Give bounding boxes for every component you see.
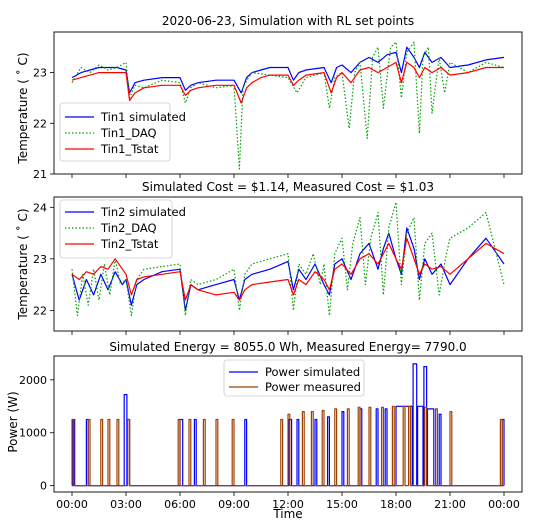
- panel-3-title: Simulated Energy = 8055.0 Wh, Measured E…: [109, 340, 466, 354]
- legend-label-power-simulated: Power simulated: [265, 365, 360, 379]
- series-line-tin2-daq: [71, 201, 505, 317]
- panel-2-legend: Tin2 simulated Tin2_DAQ Tin2_Tstat: [59, 199, 186, 259]
- series-line-power-measured: [71, 405, 504, 487]
- legend-label-tin2-daq: Tin2_DAQ: [100, 221, 157, 235]
- x-tick-label: 00:00: [56, 498, 88, 511]
- series-line-tin2-tstat: [71, 237, 505, 301]
- legend-label-tin2-tstat: Tin2_Tstat: [100, 237, 159, 251]
- panel-1-frame: [53, 31, 523, 175]
- panel-1-plot-area: 21 22 23: [33, 41, 505, 181]
- x-axis-label: Time: [272, 507, 302, 521]
- y-tick-label: 0: [40, 480, 47, 493]
- panel-3-plot-area: 0 1000 2000 00:00 03:00 06:00 09:00 12:00 15:00 1…: [19, 363, 520, 511]
- y-tick-label: 21: [33, 168, 47, 181]
- legend-label-power-measured: Power measured: [265, 380, 361, 394]
- panel-2-ylabel: Temperature ( ˚ C): [15, 208, 30, 320]
- panel-2-title: Simulated Cost = $1.14, Measured Cost = …: [142, 180, 434, 194]
- y-tick-label: 23: [33, 67, 47, 80]
- panel-3-ylabel: Power (W): [6, 391, 20, 452]
- panel-3-legend: Power simulated Power measured: [223, 359, 365, 397]
- panel-2: Simulated Cost = $1.14, Measured Cost = …: [15, 180, 523, 335]
- legend-label-tin1-simulated: Tin1 simulated: [100, 110, 186, 124]
- series-line-tin1-simulated: [71, 46, 505, 94]
- x-tick-label: 09:00: [218, 498, 250, 511]
- x-tick-label: 12:00: [272, 498, 304, 511]
- x-tick-label: 00:00: [488, 498, 520, 511]
- x-tick-label: 18:00: [380, 498, 412, 511]
- panel-1-ylabel: Temperature ( ˚ C): [15, 52, 30, 164]
- panel-3-frame: [53, 355, 523, 493]
- y-tick-label: 24: [33, 201, 47, 214]
- series-line-tin1-tstat: [71, 61, 504, 104]
- y-tick-label: 22: [33, 117, 47, 130]
- panel-3-legend-box: [223, 359, 365, 397]
- panel-1-legend: Tin1 simulated Tin1_DAQ Tin1_Tstat: [59, 102, 186, 162]
- panel-2-plot-area: 22 23 24: [33, 201, 505, 335]
- y-tick-label: 23: [33, 253, 47, 266]
- x-tick-label: 06:00: [164, 498, 196, 511]
- panel-1: 2020-06-23, Simulation with RL set point…: [15, 14, 523, 181]
- panel-3: Simulated Energy = 8055.0 Wh, Measured E…: [6, 340, 523, 521]
- x-tick-label: 15:00: [326, 498, 358, 511]
- panel-1-title: 2020-06-23, Simulation with RL set point…: [162, 14, 414, 28]
- y-tick-label: 2000: [19, 374, 47, 387]
- x-tick-label: 21:00: [434, 498, 466, 511]
- y-tick-label: 1000: [19, 427, 47, 440]
- panel-2-frame: [53, 196, 523, 332]
- legend-label-tin1-daq: Tin1_DAQ: [100, 126, 157, 140]
- x-tick-label: 03:00: [110, 498, 142, 511]
- y-tick-label: 22: [33, 304, 47, 317]
- legend-label-tin1-tstat: Tin1_Tstat: [100, 142, 159, 156]
- legend-label-tin2-simulated: Tin2 simulated: [100, 205, 186, 219]
